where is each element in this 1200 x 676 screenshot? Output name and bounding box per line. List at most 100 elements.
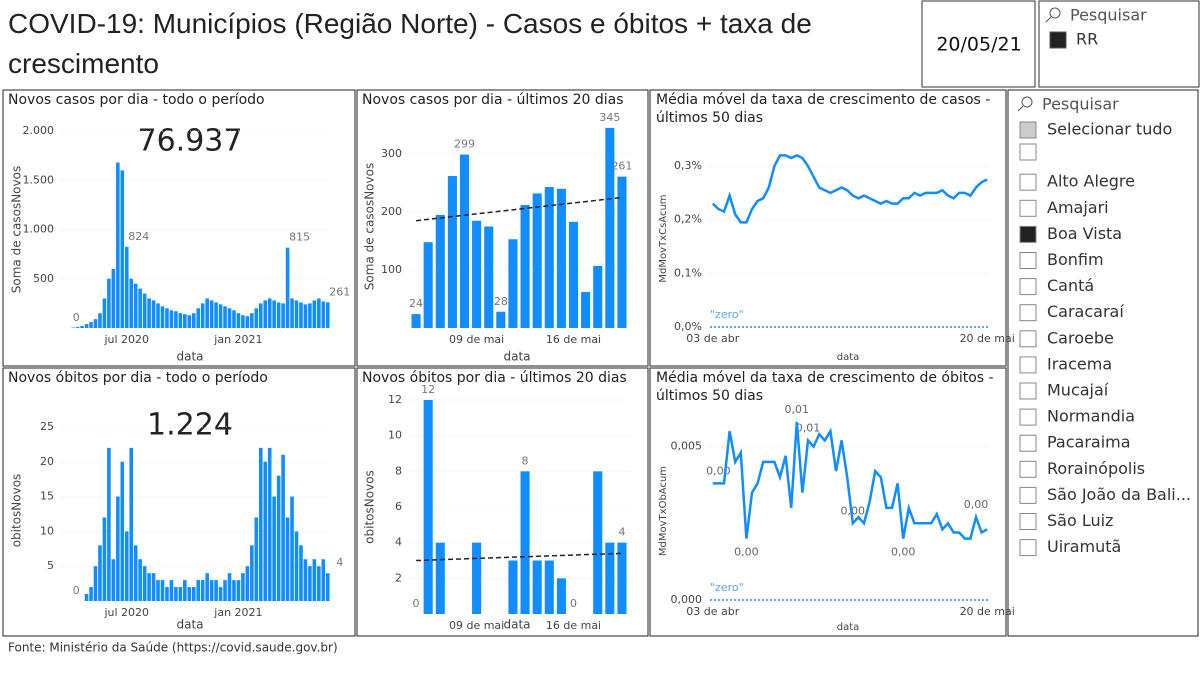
checkbox[interactable] [1019,434,1037,452]
bar [303,304,308,328]
bar [111,268,116,328]
checkbox[interactable] [1019,513,1037,530]
slicer-item[interactable]: Amajari [1047,198,1109,217]
y-tick-label: 0,000 [671,593,703,606]
slicer-item[interactable]: Normandia [1047,407,1135,426]
zero-label: "zero" [710,581,744,594]
checkbox[interactable] [1019,356,1037,374]
checkbox[interactable] [1019,173,1037,191]
bar [209,580,214,601]
bar [281,454,285,601]
x-tick-label: 03 de abr [686,332,739,345]
slicer-item[interactable]: Mucajaí [1047,381,1109,400]
slicer-item[interactable]: Selecionar tudo [1047,120,1172,139]
y-axis-label: Soma de casosNovos [363,163,377,290]
bar [508,239,518,328]
y-tick-label: 15 [40,490,54,503]
slicer-item[interactable]: Cantá [1047,276,1094,295]
data-label: 345 [599,111,620,124]
search-icon [1049,7,1061,19]
bar [321,301,326,328]
bar [581,292,591,328]
slicer-item[interactable]: Rorainópolis [1047,459,1145,478]
y-tick-label: 10 [388,429,402,442]
y-axis-label: Soma de casosNovos [10,166,24,293]
bar [544,560,554,614]
bar [294,300,299,328]
bar [187,315,192,328]
y-tick-label: 0,1% [674,266,702,279]
bar [281,303,285,328]
checkbox[interactable] [1019,408,1037,426]
bar [174,311,178,328]
slicer-item[interactable]: Iracema [1047,354,1112,373]
x-axis-label: data [176,350,203,364]
bar [267,447,272,601]
slicer-item[interactable]: São Luiz [1047,511,1113,530]
bar [178,313,183,328]
checkbox[interactable] [1019,252,1037,269]
bar [532,193,542,328]
slicer-item[interactable]: Boa Vista [1047,224,1122,243]
bar [299,545,303,601]
y-tick-label: 200 [381,205,402,218]
bar [196,308,201,328]
slicer-item[interactable]: Bonfim [1047,250,1104,269]
bar [75,327,80,328]
bar [142,566,147,601]
checkbox[interactable] [1019,143,1037,161]
bar [200,303,205,328]
y-tick-label: 5 [47,559,54,572]
x-tick-label: jan 2021 [213,606,262,619]
bar [124,246,129,328]
checkbox[interactable] [1019,199,1037,217]
checkbox[interactable] [1019,278,1037,296]
slicer-item[interactable]: São João da Bali... [1047,485,1191,504]
slicer-item[interactable]: Pacaraima [1047,433,1131,452]
bar [423,242,433,328]
x-tick-label: 16 de mai [546,619,601,632]
slicer-item[interactable]: Caroebe [1047,328,1114,347]
checkbox[interactable] [1019,304,1037,322]
slicer-item[interactable]: Uiramutã [1047,537,1121,556]
bar [107,447,111,601]
search[interactable]: Pesquisar [1070,6,1147,25]
y-tick-label: 2.000 [23,124,55,137]
checkbox[interactable] [1049,31,1067,49]
checkbox[interactable] [1019,460,1037,478]
bar [254,517,259,601]
bar [223,580,227,601]
y-axis-label: MdMovTxCsAcum [658,194,669,282]
search[interactable]: Pesquisar [1042,95,1119,114]
data-label: 815 [289,231,310,244]
trend-line [416,552,622,562]
checkbox[interactable] [1019,382,1037,400]
checkbox[interactable] [1019,121,1037,139]
bar [303,559,308,601]
data-label: 0 [413,597,420,610]
bar [214,302,218,328]
source: Fonte: Ministério da Saúde (https://covi… [8,641,338,655]
checkbox[interactable] [1019,486,1037,504]
slicer-item[interactable]: RR [1076,30,1098,49]
bar [165,587,169,601]
bar [308,566,312,601]
panel [356,367,649,637]
chart-title: Novos casos por dia - últimos 20 dias [362,92,623,108]
y-tick-label: 2 [395,571,402,584]
checkbox[interactable] [1019,225,1037,243]
checkbox[interactable] [1019,330,1037,348]
slicer-item[interactable]: Alto Alegre [1047,172,1135,191]
bar [156,303,160,328]
y-tick-label: 0,005 [671,440,703,453]
bar [227,308,232,328]
x-tick-label: jul 2020 [103,606,149,619]
bar [93,319,98,328]
bar [605,127,615,329]
checkbox[interactable] [1019,539,1037,557]
bar [520,471,530,614]
slicer-item[interactable]: Caracaraí [1047,302,1124,321]
trend-line [415,196,623,222]
data-label: 28 [494,295,508,308]
card-value: 76.937 [138,124,243,159]
